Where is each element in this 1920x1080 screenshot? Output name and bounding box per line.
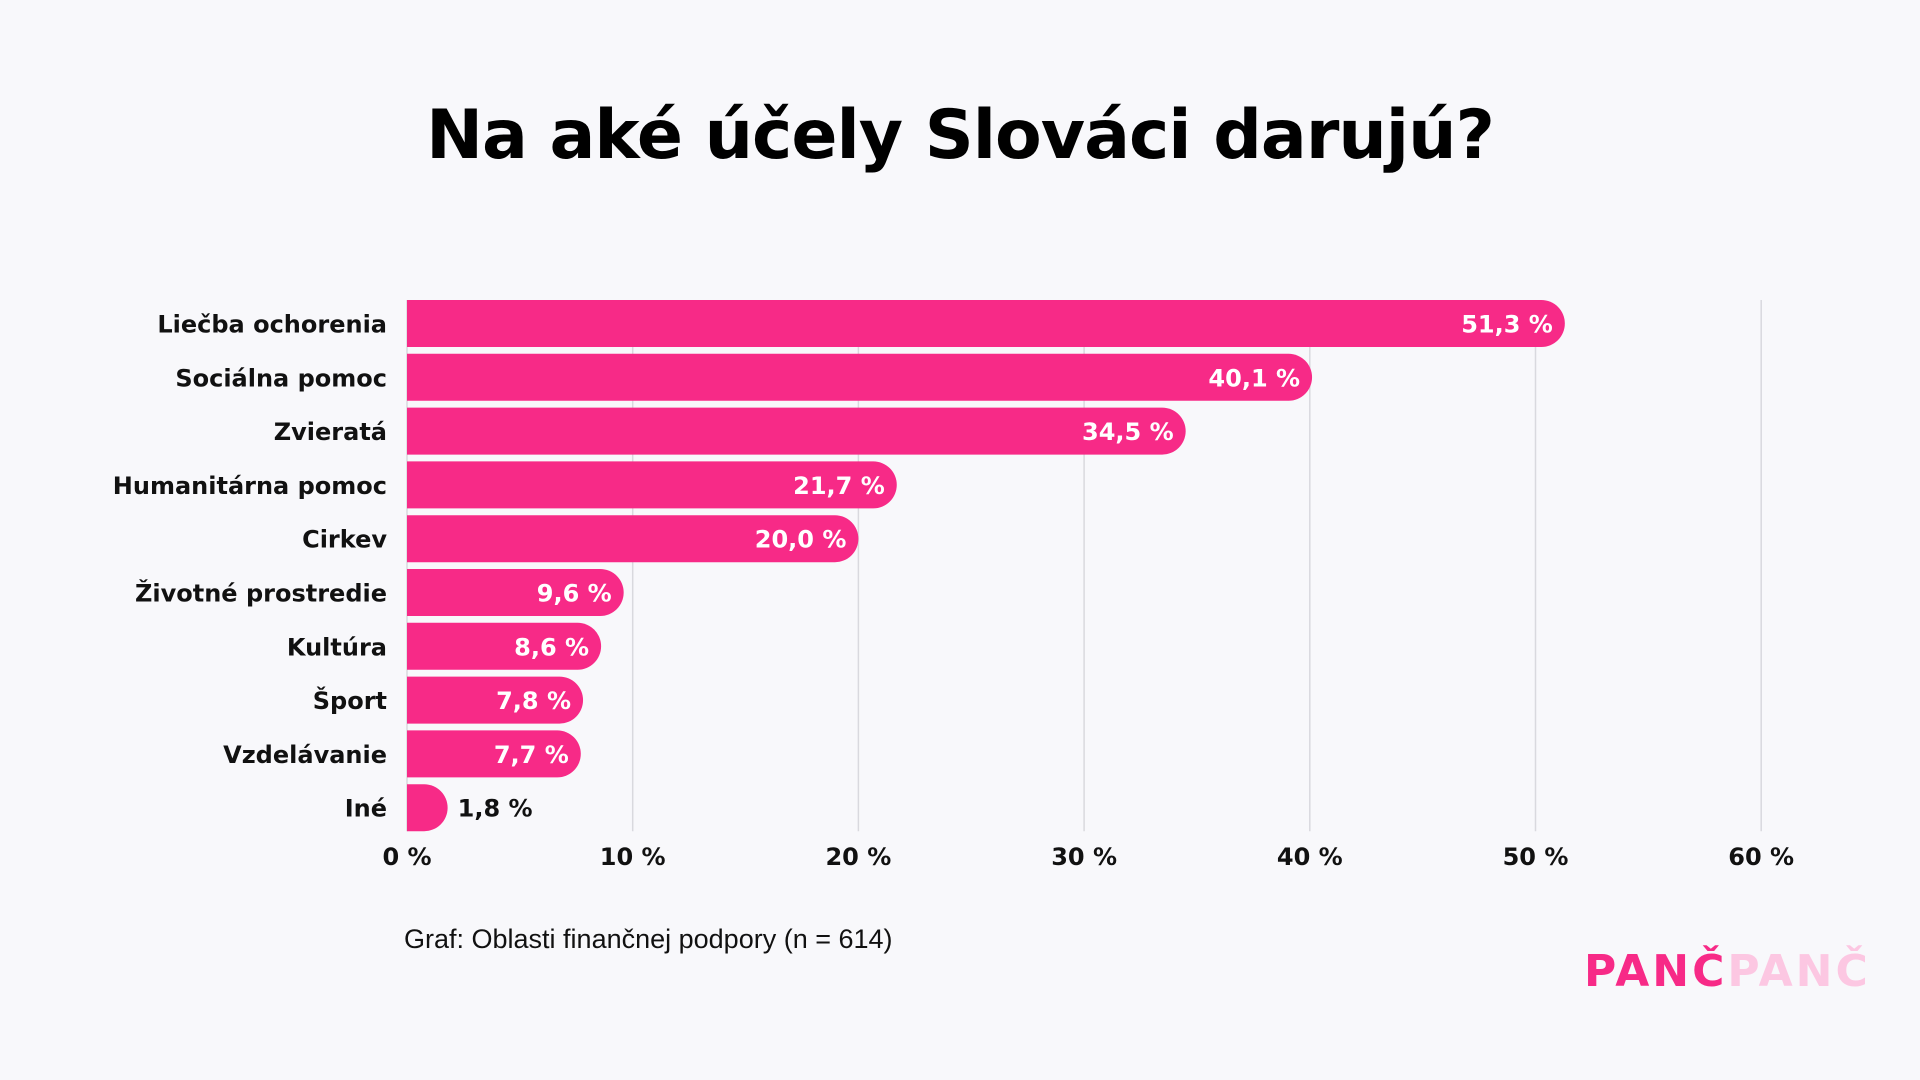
bar (407, 730, 581, 778)
tick-label: 40 % (1277, 843, 1343, 871)
value-label: 9,6 % (537, 580, 612, 608)
value-label: 34,5 % (1082, 418, 1174, 446)
category-label: Iné (345, 795, 387, 823)
category-label: Životné prostredie (135, 579, 387, 608)
brand-logo: PANČPANČ (1584, 946, 1871, 997)
bar (407, 784, 448, 832)
tick-label: 60 % (1728, 843, 1794, 871)
value-label: 51,3 % (1461, 311, 1553, 339)
logo-part-2: PANČ (1727, 946, 1871, 997)
value-label: 40,1 % (1208, 364, 1300, 392)
bar (407, 461, 897, 509)
x-axis-ticks: 0 % 10 % 20 % 30 % 40 % 50 % 60 % (382, 843, 1794, 871)
chart-caption: Graf: Oblasti finančnej podpory (n = 614… (404, 924, 893, 954)
value-label: 7,8 % (496, 687, 571, 715)
value-label: 7,7 % (494, 741, 569, 769)
category-labels: Liečba ochorenia Sociálna pomoc Zvieratá Hu… (113, 311, 388, 823)
category-label: Liečba ochorenia (157, 311, 387, 339)
tick-label: 10 % (600, 843, 666, 871)
category-label: Sociálna pomoc (175, 364, 387, 392)
category-label: Humanitárna pomoc (113, 472, 387, 500)
value-label: 8,6 % (514, 633, 589, 661)
category-label: Cirkev (302, 526, 387, 554)
bar (407, 515, 859, 563)
tick-label: 30 % (1051, 843, 1117, 871)
category-label: Šport (313, 685, 387, 715)
bar (407, 622, 602, 670)
category-label: Zvieratá (274, 418, 387, 446)
tick-label: 50 % (1503, 843, 1569, 871)
value-label: 20,0 % (755, 526, 847, 554)
value-label: 1,8 % (458, 795, 533, 823)
bar (407, 407, 1186, 455)
category-label: Vzdelávanie (223, 741, 387, 769)
logo-part-1: PANČ (1584, 946, 1728, 997)
value-labels: 51,3 % 40,1 % 34,5 % 21,7 % 20,0 % 9,6 % 8,6 %… (458, 311, 1553, 823)
bar (407, 569, 624, 616)
bar (407, 353, 1313, 401)
chart-title: Na aké účely Slováci darujú? (426, 96, 1495, 175)
category-label: Kultúra (287, 633, 387, 661)
value-label: 21,7 % (793, 472, 885, 500)
tick-label: 20 % (825, 843, 891, 871)
bar (407, 676, 584, 724)
tick-label: 0 % (382, 843, 431, 871)
bar (407, 300, 1565, 347)
bars (407, 300, 1565, 832)
